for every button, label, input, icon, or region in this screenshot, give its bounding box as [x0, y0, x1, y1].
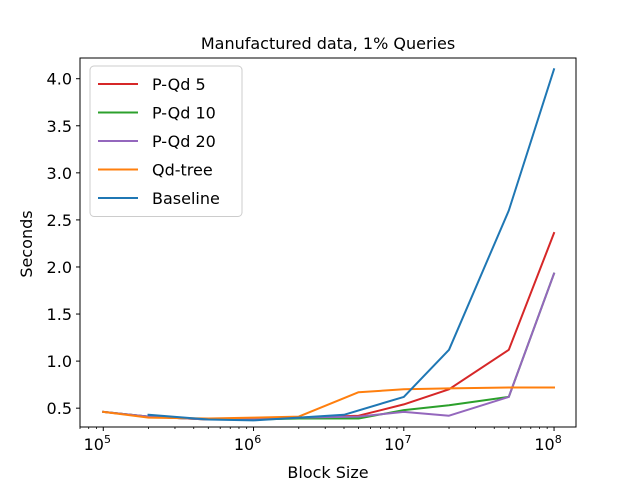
series-line-baseline — [147, 68, 556, 422]
legend-label: P-Qd 5 — [152, 75, 206, 94]
x-tick-label: 106 — [234, 433, 261, 454]
y-tick-label: 2.5 — [47, 211, 72, 230]
x-tick-label: 108 — [534, 433, 561, 454]
legend-label: Baseline — [152, 189, 220, 208]
series-line-p-qd-10 — [102, 272, 556, 421]
legend-label: P-Qd 10 — [152, 104, 216, 123]
y-tick-label: 2.0 — [47, 258, 72, 277]
legend-label: Qd-tree — [152, 161, 213, 180]
legend-box — [89, 65, 243, 217]
x-axis-title: Block Size — [287, 463, 368, 480]
y-tick-label: 1.0 — [47, 352, 72, 371]
y-axis-title: Seconds — [17, 210, 36, 277]
x-tick-label: 107 — [384, 433, 411, 454]
axes-frame — [79, 57, 577, 428]
y-tick-label: 3.5 — [47, 117, 72, 136]
legend-label: P-Qd 20 — [152, 132, 216, 151]
chart-title: Manufactured data, 1% Queries — [201, 34, 455, 53]
axes: 0.5 1.0 1.5 2.0 2.5 3.0 3.5 4.0 105 106 107 108 — [47, 57, 577, 454]
plot-area — [102, 68, 556, 422]
y-tick-label: 0.5 — [47, 399, 72, 418]
y-tick-label: 1.5 — [47, 305, 72, 324]
y-tick-label: 3.0 — [47, 164, 72, 183]
legend: P-Qd 5 P-Qd 10 P-Qd 20 Qd-tree Baseline — [89, 65, 243, 217]
x-tick-label: 105 — [84, 433, 111, 454]
series-line-p-qd-20 — [102, 272, 556, 421]
y-tick-label: 4.0 — [47, 70, 72, 89]
